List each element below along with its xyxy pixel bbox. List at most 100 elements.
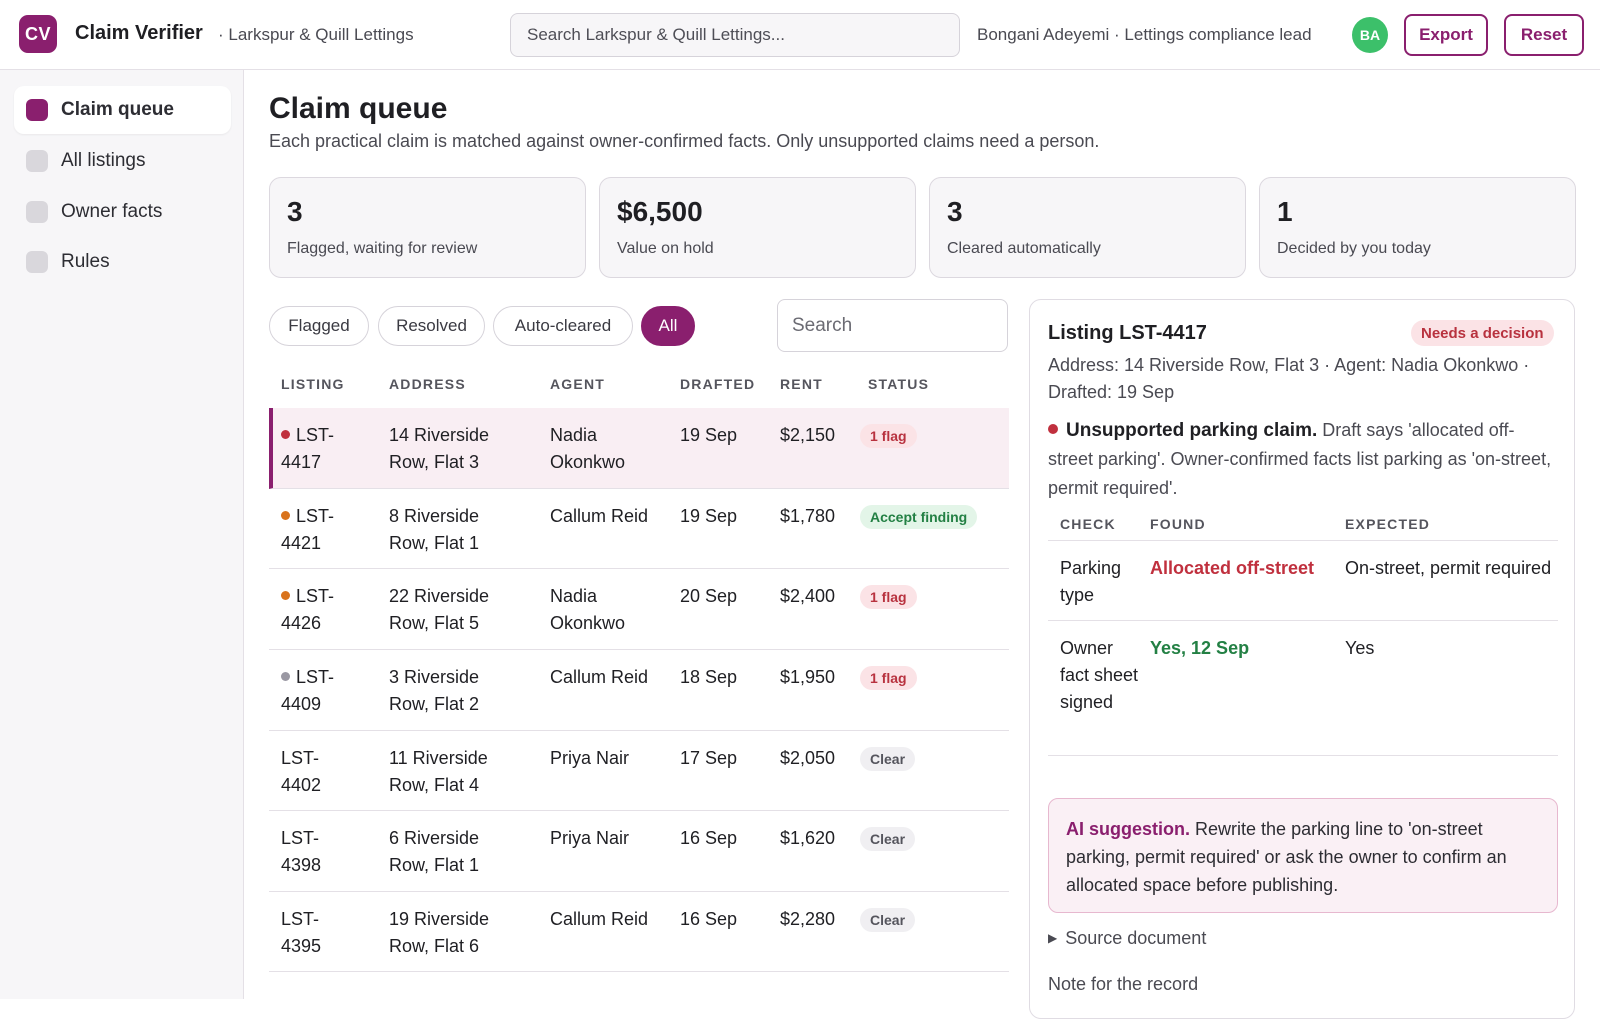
- filter-all[interactable]: All: [641, 306, 695, 346]
- listing-id-line: 4398: [281, 855, 322, 875]
- listing-detail-panel: Listing LST-4417 Needs a decision Addres…: [1029, 299, 1575, 1019]
- stat-value: 1: [1277, 196, 1293, 227]
- cell-rent: $2,400: [780, 583, 865, 610]
- cell-agent: Nadia Okonkwo: [550, 583, 675, 637]
- table-row[interactable]: LST- 4395 19 Riverside Row, Flat 6 Callum Re…: [269, 892, 1009, 972]
- drafted-date: 16 Sep: [680, 828, 738, 848]
- column-header-address[interactable]: ADDRESS: [389, 376, 466, 392]
- cell-address: 3 Riverside Row, Flat 2: [389, 664, 539, 718]
- cell-address: 8 Riverside Row, Flat 1: [389, 503, 539, 557]
- listing-id-line: LST-: [296, 586, 335, 606]
- table-row[interactable]: LST- 4402 11 Riverside Row, Flat 4 Priya Nai…: [269, 731, 1009, 811]
- column-header-rent[interactable]: RENT: [780, 376, 823, 392]
- cell-rent: $2,150: [780, 422, 865, 449]
- cell-listing: LST- 4426: [281, 583, 381, 637]
- listing-id-line: 4402: [281, 775, 322, 795]
- column-header-status[interactable]: STATUS: [868, 376, 930, 392]
- filter-auto-cleared[interactable]: Auto-cleared: [493, 306, 633, 346]
- table-row[interactable]: LST- 4409 3 Riverside Row, Flat 2 Callum Rei…: [269, 650, 1009, 731]
- address-line: 8 Riverside: [389, 506, 480, 526]
- agent-line: Priya Nair: [550, 828, 630, 848]
- org-name: · Larkspur & Quill Lettings: [218, 25, 414, 44]
- finding-summary: Unsupported parking claim. Draft says 'a…: [1048, 416, 1558, 503]
- cell-agent: Nadia Okonkwo: [550, 422, 675, 476]
- global-search-input[interactable]: [510, 13, 960, 57]
- drafted-date: 19 Sep: [680, 425, 738, 445]
- column-header-listing[interactable]: LISTING: [281, 376, 345, 392]
- rent-value: $2,150: [780, 425, 836, 445]
- stat-label: Value on hold: [617, 240, 714, 257]
- address-line: 19 Riverside: [389, 909, 490, 929]
- user-label: Bongani Adeyemi · Lettings compliance le…: [977, 25, 1312, 44]
- cell-rent: $1,950: [780, 664, 865, 691]
- sidebar-item-rules[interactable]: Rules: [14, 238, 231, 286]
- column-header-agent[interactable]: AGENT: [550, 376, 605, 392]
- drafted-date: 20 Sep: [680, 586, 738, 606]
- ai-suggestion: AI suggestion. Rewrite the parking line …: [1048, 798, 1558, 913]
- sidebar-item-claim-queue[interactable]: Claim queue: [14, 86, 231, 134]
- flag-dot-icon: [1048, 424, 1058, 434]
- stat-card-value-on-hold: $6,500 Value on hold: [599, 177, 916, 278]
- stat-card-flagged: 3 Flagged, waiting for review: [269, 177, 586, 278]
- table-row[interactable]: LST- 4417 14 Riverside Row, Flat 3 Nadia Okon…: [269, 408, 1009, 489]
- address-line: Row, Flat 3: [389, 452, 480, 472]
- check-expected: On-street, permit required: [1345, 558, 1552, 578]
- table-row[interactable]: LST- 4421 8 Riverside Row, Flat 1 Callum Rei…: [269, 489, 1009, 569]
- cell-drafted: 18 Sep: [680, 664, 775, 691]
- address-line: Row, Flat 2: [389, 694, 480, 714]
- cell-drafted: 20 Sep: [680, 583, 775, 610]
- ai-suggestion-text: Rewrite the parking line to 'on-street p…: [1066, 819, 1507, 895]
- agent-line: Nadia: [550, 586, 598, 606]
- status-badge: Clear: [860, 827, 916, 851]
- filter-resolved[interactable]: Resolved: [378, 306, 485, 346]
- sidebar: Claim queue All listings Owner facts Rul…: [0, 70, 244, 999]
- filter-flagged[interactable]: Flagged: [269, 306, 369, 346]
- owner-facts-icon: [26, 201, 48, 223]
- cell-rent: $2,050: [780, 745, 865, 772]
- status-badge: 1 flag: [860, 666, 917, 690]
- cell-agent: Priya Nair: [550, 745, 675, 772]
- check-expected: Yes: [1345, 638, 1375, 658]
- export-button[interactable]: Export: [1404, 14, 1488, 56]
- stat-label: Cleared automatically: [947, 240, 1101, 257]
- listing-id-line: LST-: [296, 667, 335, 687]
- status-badge: Needs a decision: [1411, 320, 1554, 346]
- table-row[interactable]: LST- 4426 22 Riverside Row, Flat 5 Nadia Okon…: [269, 569, 1009, 650]
- status-badge[interactable]: Accept finding: [860, 505, 978, 529]
- cell-rent: $1,780: [780, 503, 865, 530]
- agent-line: Callum Reid: [550, 506, 649, 526]
- avatar[interactable]: BA: [1352, 17, 1388, 53]
- detail-meta: Address: 14 Riverside Row, Flat 3 · Agen…: [1048, 355, 1530, 402]
- listing-id-line: 4395: [281, 936, 322, 956]
- status-badge: 1 flag: [860, 424, 917, 448]
- address-line: 11 Riverside: [389, 748, 488, 768]
- list-search-input[interactable]: [777, 299, 1008, 352]
- address-line: 6 Riverside: [389, 828, 480, 848]
- sidebar-item-all-listings[interactable]: All listings: [14, 137, 231, 185]
- source-document-toggle[interactable]: ▶ Source document: [1048, 928, 1206, 949]
- cell-drafted: 19 Sep: [680, 503, 775, 530]
- sidebar-item-owner-facts[interactable]: Owner facts: [14, 188, 231, 236]
- disclosure-triangle-icon: ▶: [1048, 931, 1058, 945]
- cell-listing: LST- 4409: [281, 664, 381, 718]
- drafted-date: 19 Sep: [680, 506, 738, 526]
- status-badge: Clear: [860, 908, 916, 932]
- reset-button[interactable]: Reset: [1504, 14, 1584, 56]
- cell-address: 6 Riverside Row, Flat 1: [389, 825, 539, 879]
- address-line: Row, Flat 5: [389, 613, 480, 633]
- cell-address: 11 Riverside Row, Flat 4: [389, 745, 539, 799]
- agent-line: Okonkwo: [550, 613, 626, 633]
- app-logo: CV: [19, 15, 57, 53]
- column-header-found: FOUND: [1150, 516, 1206, 532]
- listing-id-line: 4421: [281, 533, 322, 553]
- agent-line: Okonkwo: [550, 452, 626, 472]
- cell-agent: Callum Reid: [550, 906, 675, 933]
- rent-value: $2,280: [780, 909, 836, 929]
- address-line: 14 Riverside: [389, 425, 490, 445]
- cell-drafted: 19 Sep: [680, 422, 775, 449]
- table-row[interactable]: LST- 4398 6 Riverside Row, Flat 1 Priya Nair…: [269, 811, 1009, 892]
- claim-queue-icon: [26, 99, 48, 121]
- sidebar-item-label: Rules: [61, 251, 110, 272]
- cell-drafted: 17 Sep: [680, 745, 775, 772]
- column-header-drafted[interactable]: DRAFTED: [680, 376, 756, 392]
